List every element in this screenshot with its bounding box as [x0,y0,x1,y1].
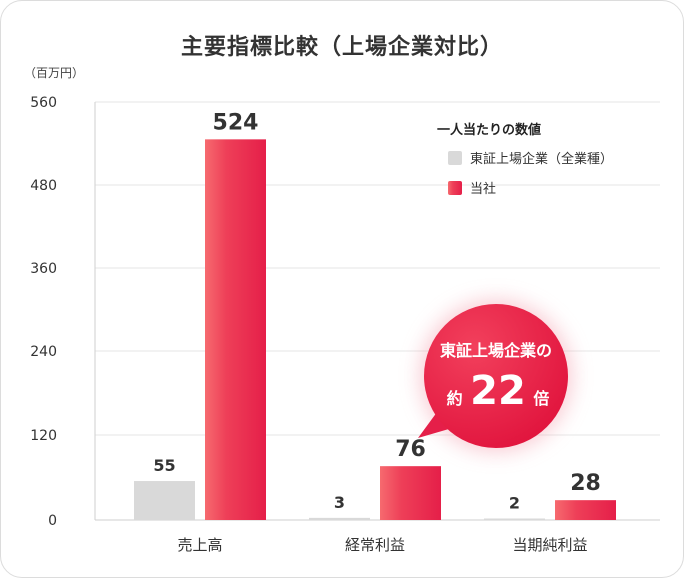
bar-company [380,466,441,520]
y-tick-label: 0 [48,513,57,529]
legend-label-listed: 東証上場企業（全業種） [470,151,613,167]
callout-circle [424,304,568,448]
bar-listed [309,517,370,520]
y-tick-label: 480 [30,178,57,194]
callout-suffix: 倍 [533,389,549,408]
unit-label: （百万円） [24,66,84,80]
bar-listed [484,518,545,520]
legend: 一人当たりの数値 東証上場企業（全業種） 当社 [437,122,613,197]
callout-line2: 約 22 倍 [447,368,550,414]
bar-company [555,500,616,520]
bar-value-label: 2 [509,494,520,513]
x-category-label: 当期純利益 [512,536,587,554]
legend-swatch-company [448,181,462,195]
bar-value-label: 28 [570,471,601,496]
legend-label-company: 当社 [470,181,496,197]
legend-swatch-listed [448,151,462,165]
x-category-label: 経常利益 [345,536,405,554]
callout-bubble: 東証上場企業の 約 22 倍 [418,300,572,452]
bars [134,139,616,520]
bar-company [205,139,266,520]
y-tick-label: 120 [30,428,57,444]
x-category-label: 売上高 [177,536,222,554]
y-tick-label: 240 [30,344,57,360]
callout-number: 22 [470,368,526,414]
legend-title: 一人当たりの数値 [437,122,541,138]
chart-title: 主要指標比較（上場企業対比） [180,35,503,60]
callout-line1: 東証上場企業の [440,341,552,360]
bar-value-label: 55 [153,456,175,475]
category-labels: 売上高 経常利益 当期純利益 [177,536,587,554]
bar-value-label: 524 [213,110,259,135]
y-tick-label: 360 [30,261,57,277]
bar-value-label: 76 [395,437,426,462]
y-axis-ticks: 0 120 240 360 480 560 [30,95,57,529]
bar-listed [134,481,195,520]
bar-value-label: 3 [334,493,345,512]
callout-prefix: 約 [447,389,463,408]
y-tick-label: 560 [30,95,57,111]
value-labels: 55 524 3 76 2 28 [153,110,600,512]
